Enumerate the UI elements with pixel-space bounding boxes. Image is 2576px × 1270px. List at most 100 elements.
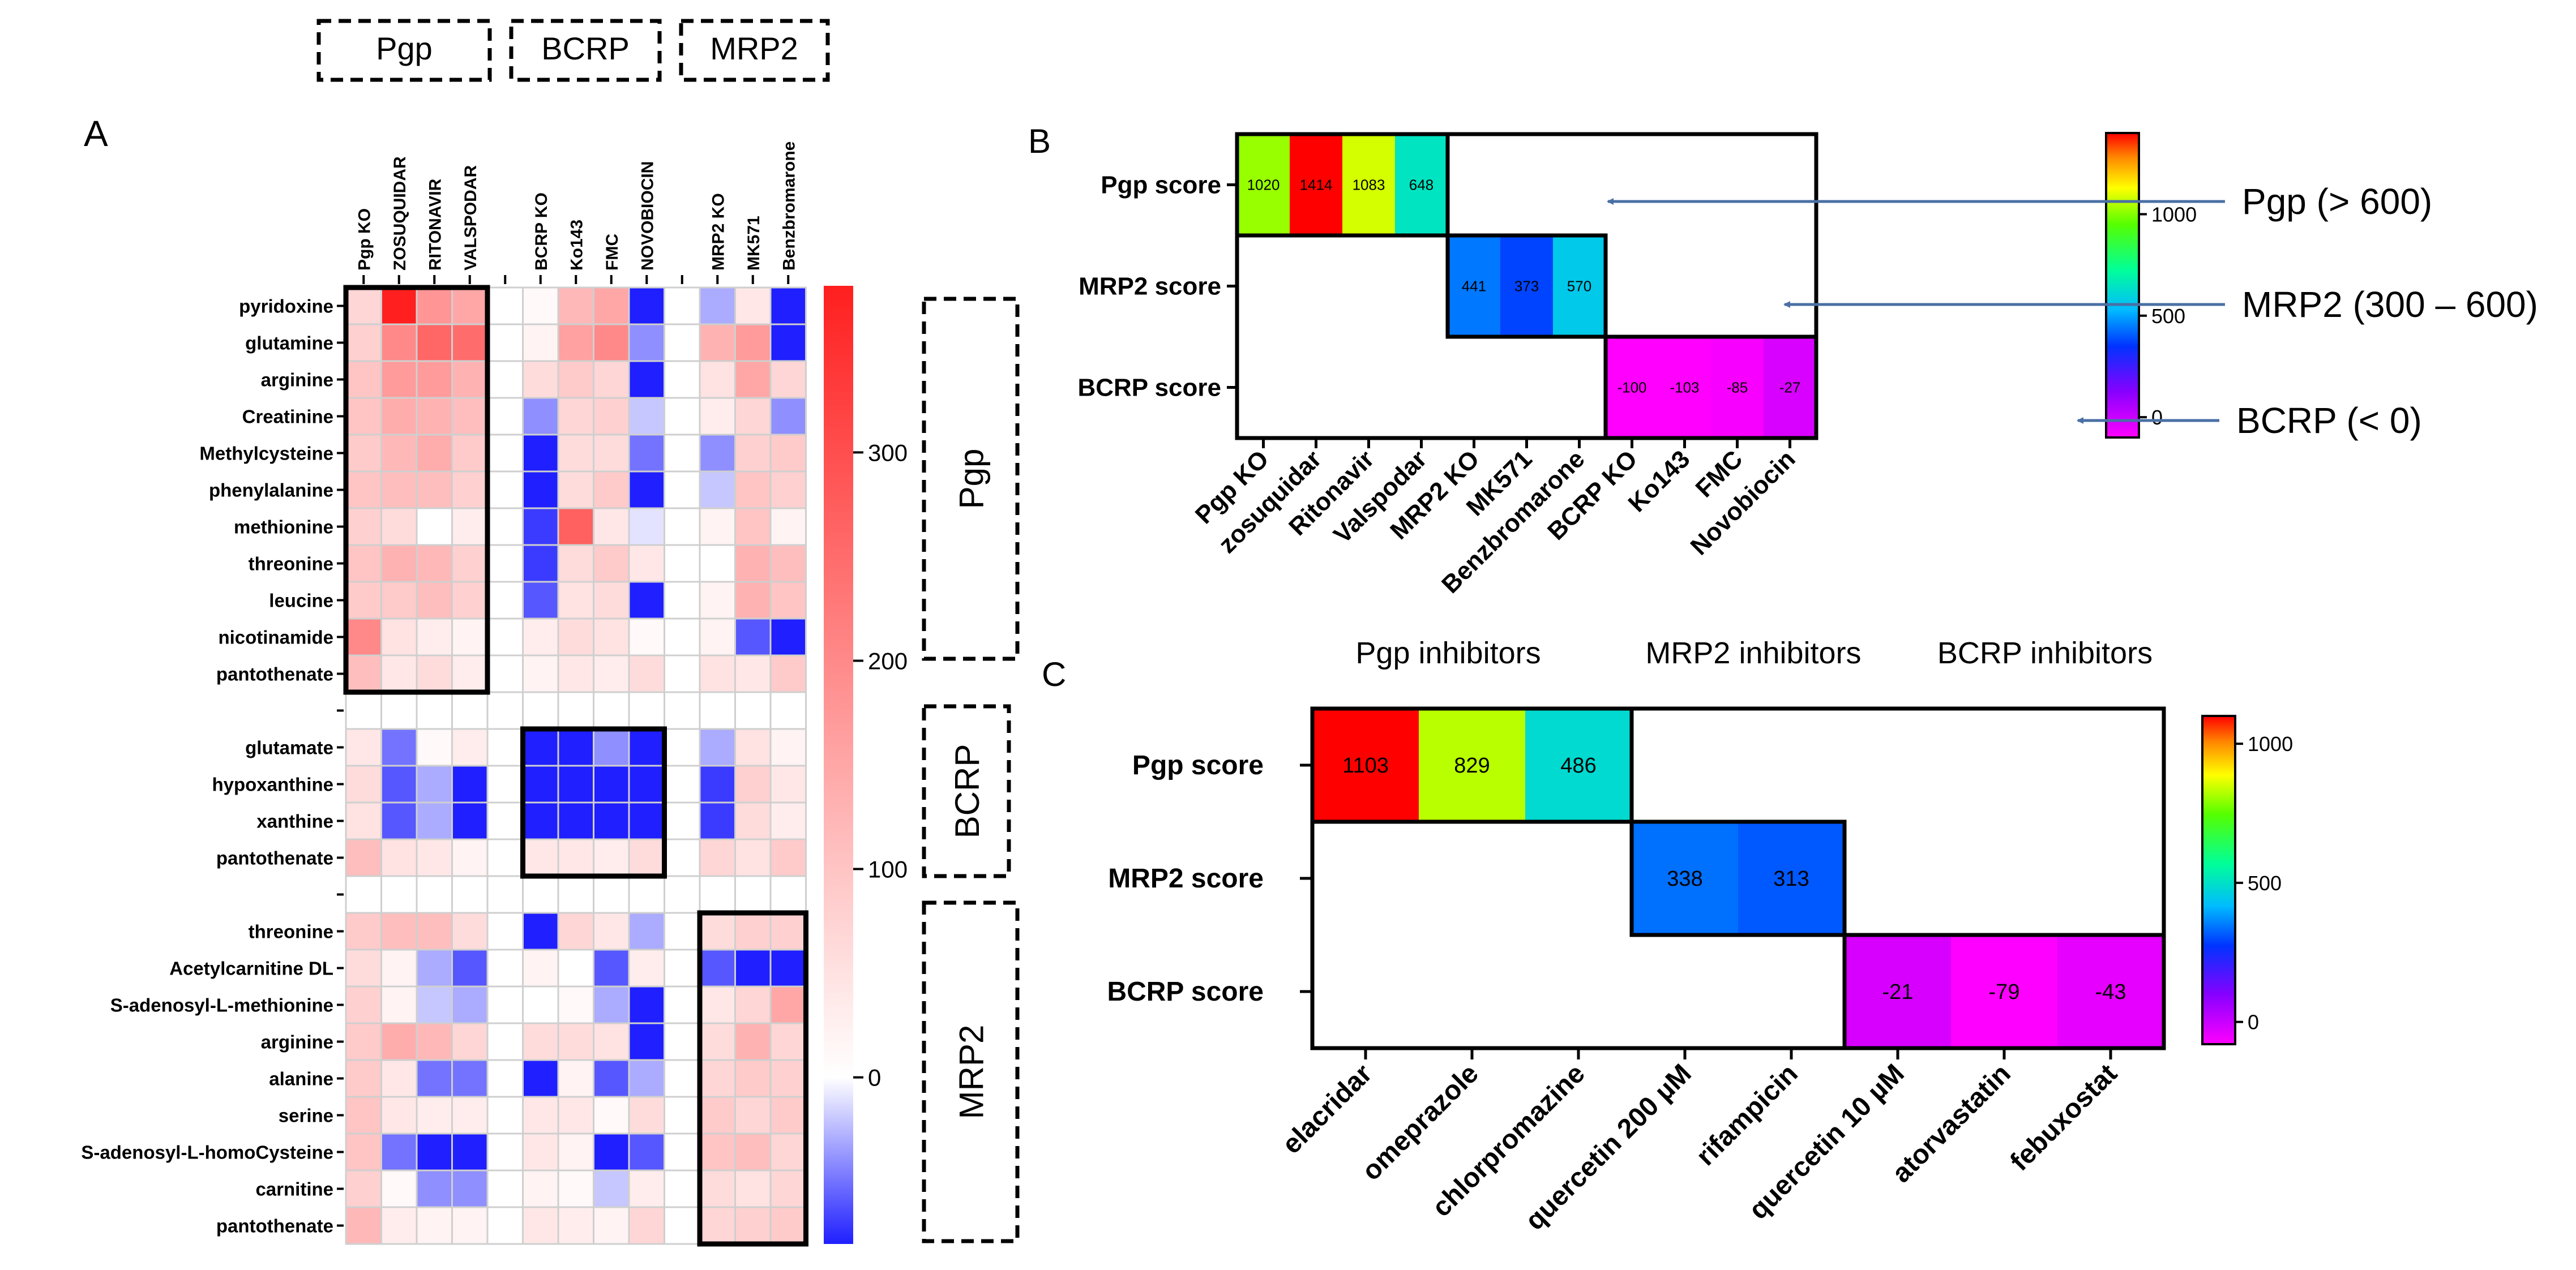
- heatmap-cell: [451, 286, 489, 325]
- heatmap-cell: [451, 875, 489, 914]
- heatmap-cell: [557, 728, 594, 767]
- heatmap-cell: [345, 507, 382, 546]
- heatmap-cell: [486, 286, 524, 325]
- cell-value: 648: [1409, 177, 1434, 194]
- heatmap-cell: [593, 691, 630, 730]
- heatmap-cell: [522, 728, 559, 767]
- heatmap-cell: [522, 544, 559, 583]
- heatmap-cell: [416, 1022, 453, 1061]
- heatmap-cell: [1951, 935, 2057, 1048]
- heatmap-cell: [734, 1169, 772, 1208]
- heatmap-cell: [628, 1206, 665, 1245]
- heatmap-cell: [345, 691, 382, 730]
- column-label: Pgp KO: [355, 208, 374, 271]
- heatmap-cell: [664, 434, 701, 473]
- heatmap-cell: [416, 949, 453, 988]
- group-header: MRP2 inhibitors: [1645, 636, 1861, 670]
- column-label: RITONAVIR: [426, 178, 444, 271]
- column-label: MRP2 KO: [709, 193, 728, 271]
- panel-b-annotations: Pgp (> 600) MRP2 (300 – 600) BCRP (< 0): [1607, 181, 2538, 441]
- column-label: NOVOBIOCIN: [638, 161, 657, 271]
- heatmap-cell: [769, 765, 807, 804]
- heatmap-cell: [664, 1206, 701, 1245]
- heatmap-cell: [416, 617, 453, 657]
- group-box: [922, 297, 1020, 661]
- heatmap-cell: [664, 1169, 701, 1208]
- heatmap-cell: [557, 838, 594, 877]
- heatmap-cell: [593, 728, 630, 767]
- heatmap-cell: [593, 949, 630, 988]
- heatmap-cell: [734, 544, 772, 583]
- heatmap-cell: [593, 581, 630, 620]
- heatmap-cell: [769, 1206, 807, 1245]
- heatmap-cell: [769, 1132, 807, 1172]
- heatmap-cell: [557, 801, 594, 840]
- heatmap-cell: [593, 323, 630, 362]
- heatmap-cell: [593, 985, 630, 1024]
- heatmap-cell: [380, 728, 418, 767]
- heatmap-cell: [416, 360, 453, 399]
- heatmap-cell: [486, 323, 524, 362]
- heatmap-cell: [522, 397, 559, 436]
- row-label: phenylalanine: [209, 480, 333, 501]
- heatmap-cell: [522, 1206, 559, 1245]
- heatmap-cell: [593, 470, 630, 509]
- heatmap-cell: [593, 875, 630, 914]
- heatmap-cell: [769, 397, 807, 436]
- heatmap-cell: [664, 360, 701, 399]
- heatmap-cell: [699, 1096, 736, 1135]
- colorbar-tick-label: 1000: [2151, 203, 2197, 226]
- column-label: elacridar: [1277, 1058, 1378, 1160]
- heatmap-cell: [486, 654, 524, 693]
- colorbar-tick-label: 500: [2248, 872, 2282, 895]
- heatmap-cell: [522, 1059, 559, 1098]
- cell-value: 1414: [1300, 177, 1333, 194]
- heatmap-cell: [769, 544, 807, 583]
- heatmap-cell: [628, 1022, 665, 1061]
- heatmap-cell: [699, 434, 736, 473]
- heatmap-cell: [628, 1132, 665, 1172]
- heatmap-cell: [593, 1059, 630, 1098]
- heatmap-cell: [593, 1206, 630, 1245]
- cell-value: 570: [1567, 278, 1591, 295]
- heatmap-cell: [1500, 235, 1553, 337]
- legend-box-pgp: [316, 19, 492, 82]
- heatmap-cell: [628, 801, 665, 840]
- cell-value: -27: [1779, 379, 1801, 396]
- heatmap-cell: [451, 544, 489, 583]
- heatmap-cell: [486, 728, 524, 767]
- heatmap-cell: [1448, 235, 1500, 337]
- heatmap-cell: [416, 1206, 453, 1245]
- heatmap-cell: [522, 985, 559, 1024]
- heatmap-cell: [451, 1022, 489, 1061]
- heatmap-cell: [734, 875, 772, 914]
- row-label: Creatinine: [242, 406, 333, 427]
- legend-box-bcrp: [509, 19, 662, 82]
- heatmap-cell: [557, 581, 594, 620]
- colorbar-tick-label: 100: [868, 856, 908, 883]
- heatmap-cell: [557, 949, 594, 988]
- panel-letter-c: C: [1042, 655, 1066, 693]
- row-label: glutamate: [245, 737, 333, 758]
- heatmap-cell: [416, 765, 453, 804]
- heatmap-cell: [734, 728, 772, 767]
- heatmap-cell: [628, 434, 665, 473]
- heatmap-cell: [664, 985, 701, 1024]
- heatmap-cell: [593, 801, 630, 840]
- heatmap-cell: [628, 286, 665, 325]
- heatmap-cell: [734, 691, 772, 730]
- row-label: pantothenate: [216, 664, 333, 685]
- heatmap-cell: [416, 875, 453, 914]
- heatmap-cell: [699, 1059, 736, 1098]
- row-label: Acetylcarnitine DL: [169, 958, 333, 979]
- top-legend: Pgp BCRP MRP2: [316, 19, 830, 82]
- heatmap-cell: [486, 1169, 524, 1208]
- heatmap-cell: [522, 1096, 559, 1135]
- heatmap-cell: [628, 323, 665, 362]
- heatmap-cell: [664, 728, 701, 767]
- heatmap-cell: [345, 286, 382, 325]
- heatmap-cell: [380, 654, 418, 693]
- group-box: [922, 900, 1020, 1243]
- heatmap-cell: [699, 765, 736, 804]
